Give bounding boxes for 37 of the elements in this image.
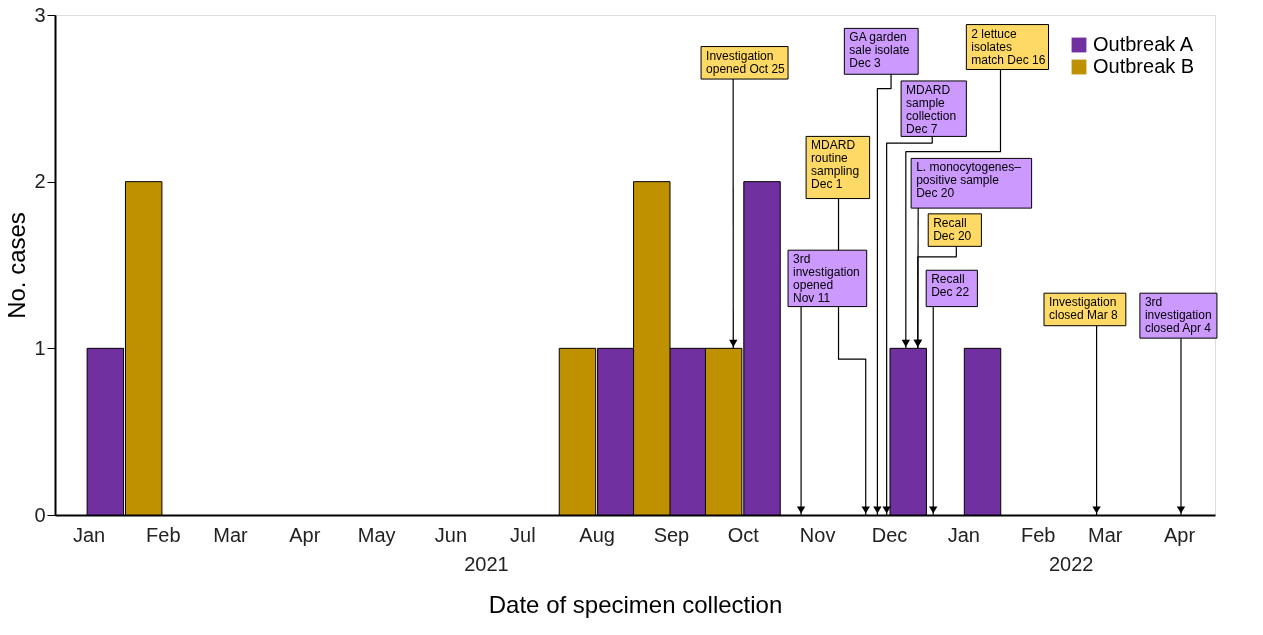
x-tick-label: Oct: [727, 523, 760, 546]
x-tick-label: Jan: [72, 523, 106, 546]
annotation: Recall Dec 22: [931, 272, 970, 300]
x-tick-label: Sep: [653, 523, 690, 546]
x-tick-label: Feb: [1020, 523, 1056, 546]
x-tick-label: Mar: [213, 523, 249, 546]
x-tick-label: May: [357, 523, 396, 546]
x-tick-label: Jan: [947, 523, 980, 546]
x-tick-label: Dec: [871, 523, 908, 546]
annotation: 3rd investigation opened Nov 11: [793, 252, 860, 306]
x-tick-label: Aug: [579, 523, 615, 546]
x-tick-label: Jul: [510, 523, 536, 546]
annotation: L. monocytogenes–positive sample Dec 20: [916, 160, 1022, 201]
annotation: Recall Dec 20: [933, 215, 972, 243]
x-tick-label: Apr: [289, 523, 321, 546]
legend-label: Outbreak B: [1093, 55, 1195, 77]
x-tick-label: Jun: [434, 523, 468, 546]
y-tick-label: 2: [34, 170, 46, 193]
annotation: Investigation closed Mar 8: [1048, 295, 1119, 323]
annotation: Investigation opened Oct 25: [706, 48, 786, 76]
annotation: GA garden sale isolate Dec 3: [849, 30, 910, 71]
x-tick-label: Feb: [146, 523, 181, 546]
y-axis-title: No. cases: [3, 212, 31, 319]
text: 2022: [1048, 553, 1094, 575]
y-tick-label: 0: [34, 503, 46, 526]
annotation: MDARD sample collection Dec 7: [906, 82, 957, 136]
annotation: 2 lettuce isolates match Dec 16: [971, 26, 1046, 67]
x-axis-title: Date of specimen collection: [488, 590, 783, 618]
x-tick-label: Apr: [1163, 523, 1196, 546]
annotation: MDARD routine sampling Dec 1: [811, 138, 860, 192]
x-tick-label: Mar: [1088, 523, 1123, 546]
y-tick-label: 1: [34, 336, 46, 359]
text: 2021: [464, 553, 509, 575]
legend-label: Outbreak A: [1093, 33, 1194, 55]
x-tick-label: Nov: [799, 523, 836, 546]
annotation: 3rd investigation closed Apr 4: [1144, 295, 1212, 336]
y-tick-label: 3: [34, 3, 46, 26]
